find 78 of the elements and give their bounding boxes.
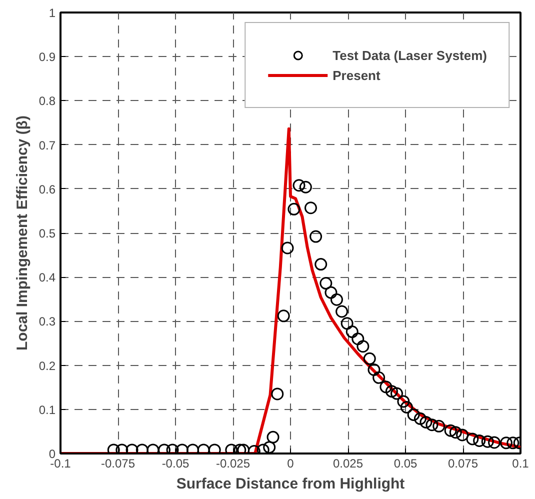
y-tick-label: 0.4 [38, 270, 56, 285]
x-tick-label: 0.025 [332, 456, 364, 470]
point [263, 441, 276, 454]
point [449, 426, 462, 439]
point [107, 444, 120, 454]
y-tick-label: 0.7 [38, 138, 56, 152]
point [208, 444, 221, 454]
point [225, 444, 238, 454]
point [310, 230, 322, 243]
point [390, 387, 404, 400]
point [281, 242, 294, 254]
point [473, 434, 486, 447]
point [432, 420, 446, 432]
point [506, 436, 520, 450]
point [414, 412, 426, 425]
point [320, 277, 332, 290]
point [292, 179, 306, 192]
point [271, 388, 284, 400]
y-tick-label: 0.5 [38, 226, 56, 240]
point [299, 180, 312, 194]
point [146, 444, 160, 454]
point [266, 430, 280, 444]
point [197, 444, 210, 454]
point [488, 436, 501, 449]
point [426, 418, 438, 432]
x-tick-label: 0 [287, 456, 294, 470]
point [288, 202, 300, 216]
point [186, 444, 199, 454]
point [385, 385, 398, 398]
x-tick-label: 0.075 [448, 456, 478, 470]
point [324, 286, 338, 299]
point [397, 395, 410, 408]
x-tick-label: -0.05 [162, 456, 190, 470]
point [368, 363, 380, 376]
x-axis-title: Surface Distance from Highlight [176, 476, 405, 492]
point [340, 317, 354, 330]
point [407, 408, 420, 421]
legend-label: Test Data (Laser System) [332, 48, 487, 62]
x-tick-label: -0.025 [216, 456, 250, 470]
point [466, 432, 479, 446]
y-tick-label: 0.2 [38, 358, 56, 373]
y-tick-label: 0.3 [38, 314, 56, 329]
point [400, 400, 413, 414]
point [158, 444, 170, 454]
point [277, 310, 290, 322]
point [166, 444, 179, 454]
point [356, 340, 370, 353]
x-tick-label: 0.05 [394, 456, 418, 470]
point [330, 293, 343, 306]
point [380, 380, 392, 394]
point [363, 352, 376, 365]
y-tick-label: 1 [48, 6, 56, 20]
y-axis-title: Local Impingement Efficiency (β) [14, 115, 31, 351]
x-tick-label: 0.1 [512, 456, 530, 470]
point [176, 444, 188, 454]
point [314, 258, 328, 271]
point [256, 444, 270, 454]
point [234, 444, 246, 454]
point [481, 435, 494, 448]
point [372, 371, 386, 384]
point [116, 444, 128, 454]
point [304, 202, 317, 214]
point [456, 428, 469, 442]
point [126, 444, 138, 454]
point [500, 436, 512, 450]
point [346, 326, 358, 338]
x-tick-label: -0.075 [100, 456, 136, 470]
point [136, 444, 148, 454]
point [420, 416, 432, 428]
y-tick-label: 0.6 [38, 182, 56, 196]
point [444, 424, 457, 437]
y-tick-label: 0.9 [38, 50, 56, 64]
point [352, 332, 364, 346]
point [237, 444, 250, 454]
y-tick-label: 0.8 [38, 94, 56, 108]
legend-label: Present [332, 68, 380, 82]
point [336, 305, 348, 318]
y-tick-label: 0.1 [38, 402, 56, 417]
